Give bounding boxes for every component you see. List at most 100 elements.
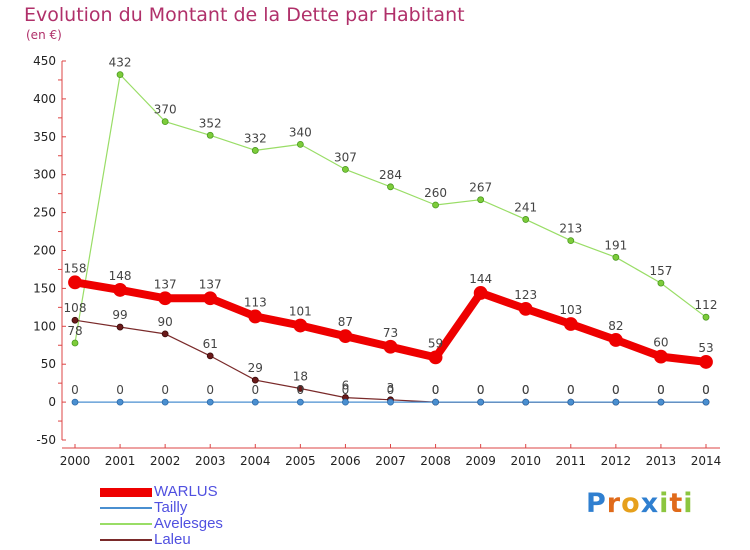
legend-swatch-warlus <box>100 487 152 497</box>
logo-letter: i <box>683 488 694 519</box>
data-label-avelesges: 307 <box>334 150 357 164</box>
data-label-warlus: 73 <box>383 326 398 340</box>
data-point-tailly <box>387 398 394 406</box>
data-label-laleu: 61 <box>203 337 218 351</box>
data-label-avelesges: 241 <box>514 200 537 214</box>
data-point-warlus <box>563 317 578 331</box>
data-point-tailly <box>477 398 485 406</box>
data-label-tailly: 0 <box>702 383 710 397</box>
data-label-tailly: 0 <box>297 383 305 397</box>
data-label-laleu: 99 <box>112 308 127 322</box>
legend-item-warlus[interactable]: WARLUS <box>100 484 223 500</box>
data-point-tailly <box>432 398 439 406</box>
data-point-warlus <box>113 283 127 297</box>
x-tick-label: 2006 <box>330 454 361 468</box>
data-label-laleu: 0 <box>657 383 665 397</box>
legend-item-laleu[interactable]: Laleu <box>100 532 223 548</box>
data-point-tailly <box>657 398 665 406</box>
data-point-tailly <box>522 398 530 406</box>
x-tick-label: 2008 <box>420 454 451 468</box>
data-label-warlus: 137 <box>199 277 222 291</box>
data-label-avelesges: 332 <box>244 131 267 145</box>
logo-letter: r <box>606 488 622 519</box>
data-label-warlus: 137 <box>154 277 177 291</box>
data-point-warlus <box>699 355 713 369</box>
data-point-avelesges <box>116 71 124 79</box>
legend-label-tailly: Tailly <box>154 499 188 516</box>
y-tick-label: 0 <box>48 395 56 409</box>
y-tick-label: 350 <box>33 130 56 144</box>
data-label-tailly: 0 <box>432 383 440 397</box>
data-label-tailly: 0 <box>161 383 169 397</box>
data-label-avelesges: 352 <box>199 116 222 130</box>
data-label-tailly: 0 <box>612 383 620 397</box>
data-label-tailly: 0 <box>522 383 530 397</box>
data-point-warlus <box>158 291 173 306</box>
data-label-avelesges: 284 <box>379 168 402 182</box>
y-tick-label: 150 <box>33 281 56 295</box>
data-label-warlus: 144 <box>469 272 492 286</box>
proxiti-logo[interactable]: Proxiti <box>586 488 694 519</box>
data-label-laleu: 108 <box>64 301 87 315</box>
data-label-avelesges: 370 <box>154 103 177 117</box>
data-label-avelesges: 191 <box>604 238 627 252</box>
y-tick-label: 200 <box>33 244 56 258</box>
data-label-warlus: 82 <box>608 319 623 333</box>
legend-swatch-laleu <box>100 539 152 541</box>
data-label-avelesges: 213 <box>559 222 582 236</box>
x-tick-label: 2011 <box>556 454 587 468</box>
y-tick-label: 250 <box>33 206 56 220</box>
data-point-laleu <box>206 352 214 360</box>
data-point-avelesges <box>387 183 394 191</box>
data-label-warlus: 103 <box>559 303 582 317</box>
data-point-laleu <box>296 385 304 392</box>
data-point-tailly <box>612 398 620 406</box>
data-label-laleu: 3 <box>387 381 395 395</box>
legend-label-avelesges: Avelesges <box>154 515 223 532</box>
data-label-warlus: 158 <box>64 261 87 275</box>
data-point-warlus <box>428 350 443 365</box>
x-tick-label: 2012 <box>601 454 632 468</box>
x-tick-label: 2007 <box>375 454 406 468</box>
data-point-laleu <box>71 316 79 324</box>
y-tick-label: 300 <box>33 168 56 182</box>
data-label-laleu: 0 <box>477 383 485 397</box>
legend-label-laleu: Laleu <box>154 531 191 548</box>
legend-item-avelesges[interactable]: Avelesges <box>100 516 223 532</box>
data-point-avelesges <box>567 237 575 245</box>
data-point-avelesges <box>432 201 439 209</box>
logo-letter: x <box>640 488 660 519</box>
logo-letter: t <box>669 488 684 519</box>
x-tick-label: 2009 <box>465 454 496 468</box>
data-label-warlus: 148 <box>109 269 132 283</box>
data-point-avelesges <box>206 131 214 139</box>
logo-letter: o <box>621 488 641 519</box>
data-point-tailly <box>161 398 169 406</box>
chart-title: Evolution du Montant de la Dette par Hab… <box>24 4 465 26</box>
chart-legend: WARLUS Tailly Avelesges Laleu <box>100 484 223 548</box>
data-point-tailly <box>116 398 124 406</box>
x-tick-label: 2004 <box>240 454 271 468</box>
logo-letter: P <box>586 488 607 519</box>
data-point-warlus <box>473 286 488 300</box>
data-label-avelesges: 260 <box>424 186 447 200</box>
legend-item-tailly[interactable]: Tailly <box>100 500 223 516</box>
data-point-warlus <box>383 339 398 354</box>
data-point-warlus <box>654 349 668 364</box>
data-label-warlus: 60 <box>653 336 668 350</box>
data-label-tailly: 0 <box>251 383 259 397</box>
x-tick-label: 2002 <box>150 454 181 468</box>
data-label-avelesges: 78 <box>67 324 82 338</box>
data-label-laleu: 18 <box>293 369 308 383</box>
data-label-tailly: 0 <box>567 383 575 397</box>
data-label-avelesges: 267 <box>469 181 492 195</box>
data-point-warlus <box>338 329 353 344</box>
data-point-tailly <box>251 398 259 406</box>
data-point-warlus <box>203 291 218 306</box>
data-label-tailly: 0 <box>116 383 124 397</box>
data-point-tailly <box>567 398 575 406</box>
data-point-avelesges <box>296 140 304 148</box>
data-point-tailly <box>702 398 710 406</box>
